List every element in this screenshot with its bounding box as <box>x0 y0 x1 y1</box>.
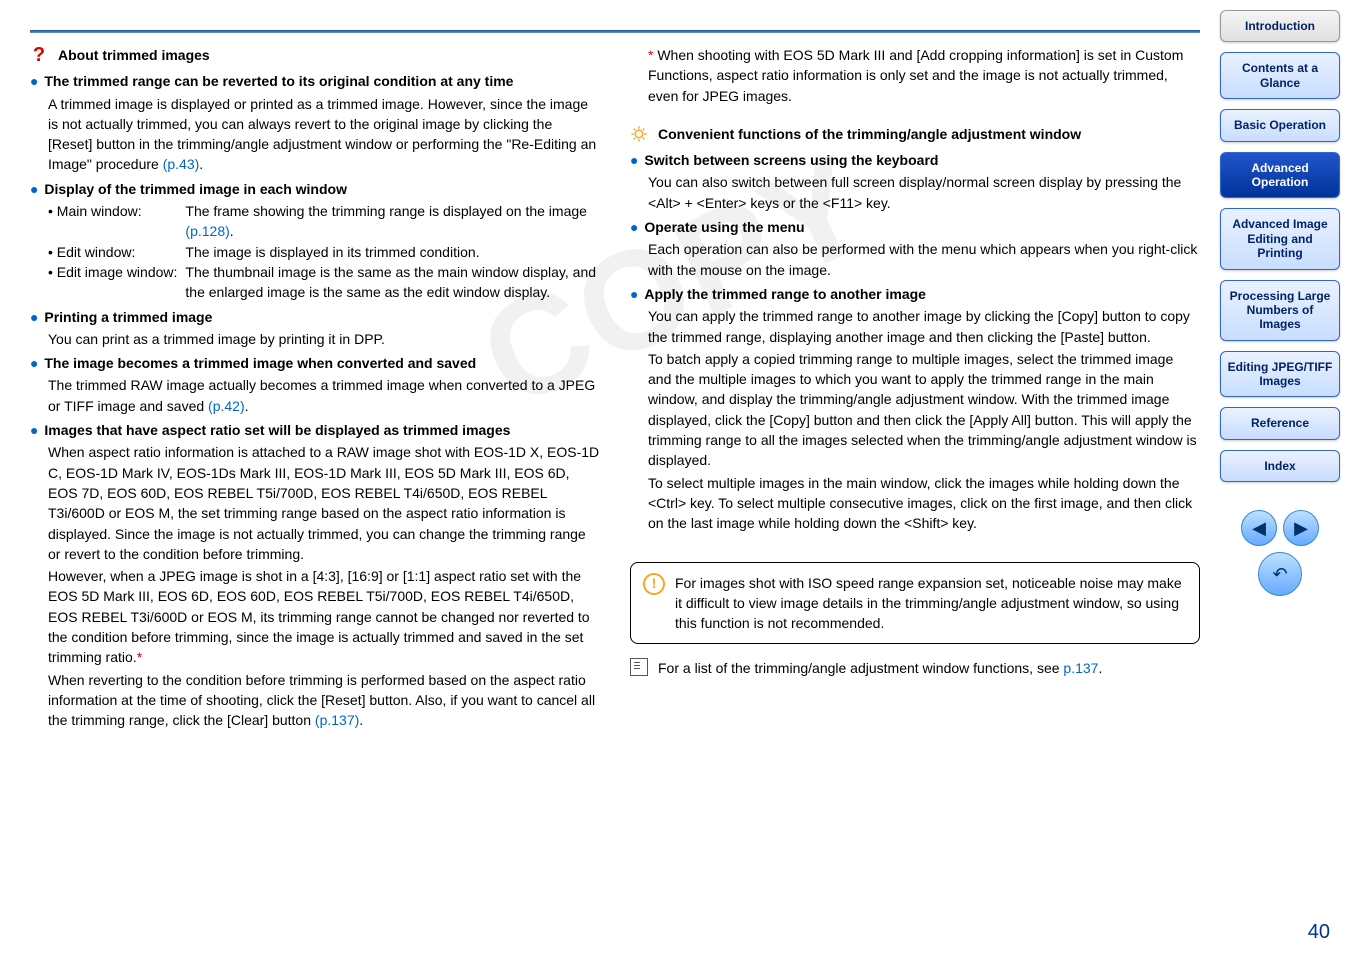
heading-reverted: ● The trimmed range can be reverted to i… <box>30 71 600 91</box>
prev-page-button[interactable]: ◀ <box>1241 510 1277 546</box>
lightbulb-icon <box>630 125 648 143</box>
window-table: • Main window:The frame showing the trim… <box>48 201 600 302</box>
label-main-window: • Main window: <box>48 201 185 242</box>
para-aspect-a: When aspect ratio information is attache… <box>48 442 600 564</box>
sidebar-item-processing[interactable]: Processing Large Numbers of Images <box>1220 280 1340 341</box>
heading-converted: ● The image becomes a trimmed image when… <box>30 353 600 373</box>
document-icon <box>630 658 648 676</box>
para-aspect-b: However, when a JPEG image is shot in a … <box>48 566 600 667</box>
para-switch: You can also switch between full screen … <box>648 172 1200 213</box>
warning-box: ! For images shot with ISO speed range e… <box>630 562 1200 645</box>
page-number: 40 <box>1308 921 1330 944</box>
sidebar-item-reference[interactable]: Reference <box>1220 407 1340 439</box>
next-page-button[interactable]: ▶ <box>1283 510 1319 546</box>
para-apply-a: You can apply the trimmed range to anoth… <box>648 306 1200 347</box>
para-converted: The trimmed RAW image actually becomes a… <box>48 375 600 416</box>
left-column: ? About trimmed images ● The trimmed ran… <box>30 45 600 733</box>
sidebar-item-basic-operation[interactable]: Basic Operation <box>1220 109 1340 141</box>
tip-header-right: Convenient functions of the trimming/ang… <box>630 124 1200 144</box>
tip-title-right: Convenient functions of the trimming/ang… <box>658 124 1081 144</box>
link-p43[interactable]: (p.43) <box>163 156 200 172</box>
nav-circles: ◀ ▶ ↶ <box>1220 510 1340 596</box>
sidebar-item-advanced-editing[interactable]: Advanced Image Editing and Printing <box>1220 208 1340 269</box>
heading-switch: ● Switch between screens using the keybo… <box>630 150 1200 170</box>
para-aspect-c: When reverting to the condition before t… <box>48 670 600 731</box>
main-content: ? About trimmed images ● The trimmed ran… <box>30 45 1200 733</box>
link-p128[interactable]: (p.128) <box>185 223 229 239</box>
back-button[interactable]: ↶ <box>1258 552 1302 596</box>
heading-aspect: ● Images that have aspect ratio set will… <box>30 420 600 440</box>
label-edit-window: • Edit window: <box>48 242 185 262</box>
warning-text: For images shot with ISO speed range exp… <box>675 573 1187 634</box>
link-p137b[interactable]: p.137 <box>1063 660 1098 676</box>
heading-menu: ● Operate using the menu <box>630 217 1200 237</box>
warning-icon: ! <box>643 573 665 595</box>
tip-header-left: ? About trimmed images <box>30 45 600 65</box>
para-menu: Each operation can also be performed wit… <box>648 239 1200 280</box>
header-rule <box>30 30 1200 33</box>
question-icon: ? <box>30 46 48 64</box>
sidebar-item-introduction[interactable]: Introduction <box>1220 10 1340 42</box>
para-apply-c: To select multiple images in the main wi… <box>648 473 1200 534</box>
star-note: * When shooting with EOS 5D Mark III and… <box>648 45 1200 106</box>
sidebar: Introduction Contents at a Glance Basic … <box>1220 10 1340 596</box>
heading-apply: ● Apply the trimmed range to another ima… <box>630 284 1200 304</box>
para-apply-b: To batch apply a copied trimming range t… <box>648 349 1200 471</box>
right-column: * When shooting with EOS 5D Mark III and… <box>630 45 1200 733</box>
text-main-window: The frame showing the trimming range is … <box>185 201 600 242</box>
footnote-marker: * <box>137 649 142 665</box>
link-p137a[interactable]: (p.137) <box>315 712 359 728</box>
label-edit-image-window: • Edit image window: <box>48 262 185 303</box>
note-text: For a list of the trimming/angle adjustm… <box>658 658 1102 678</box>
heading-display: ● Display of the trimmed image in each w… <box>30 179 600 199</box>
sidebar-item-index[interactable]: Index <box>1220 450 1340 482</box>
note-line: For a list of the trimming/angle adjustm… <box>630 658 1200 678</box>
text-edit-window: The image is displayed in its trimmed co… <box>185 242 600 262</box>
text-edit-image-window: The thumbnail image is the same as the m… <box>185 262 600 303</box>
sidebar-item-editing-jpeg[interactable]: Editing JPEG/TIFF Images <box>1220 351 1340 398</box>
para-printing: You can print as a trimmed image by prin… <box>48 329 600 349</box>
sidebar-item-contents[interactable]: Contents at a Glance <box>1220 52 1340 99</box>
sidebar-item-advanced-operation[interactable]: Advanced Operation <box>1220 152 1340 199</box>
link-p42[interactable]: (p.42) <box>208 398 245 414</box>
heading-printing: ● Printing a trimmed image <box>30 307 600 327</box>
tip-title-left: About trimmed images <box>58 45 210 65</box>
para-reverted: A trimmed image is displayed or printed … <box>48 94 600 175</box>
